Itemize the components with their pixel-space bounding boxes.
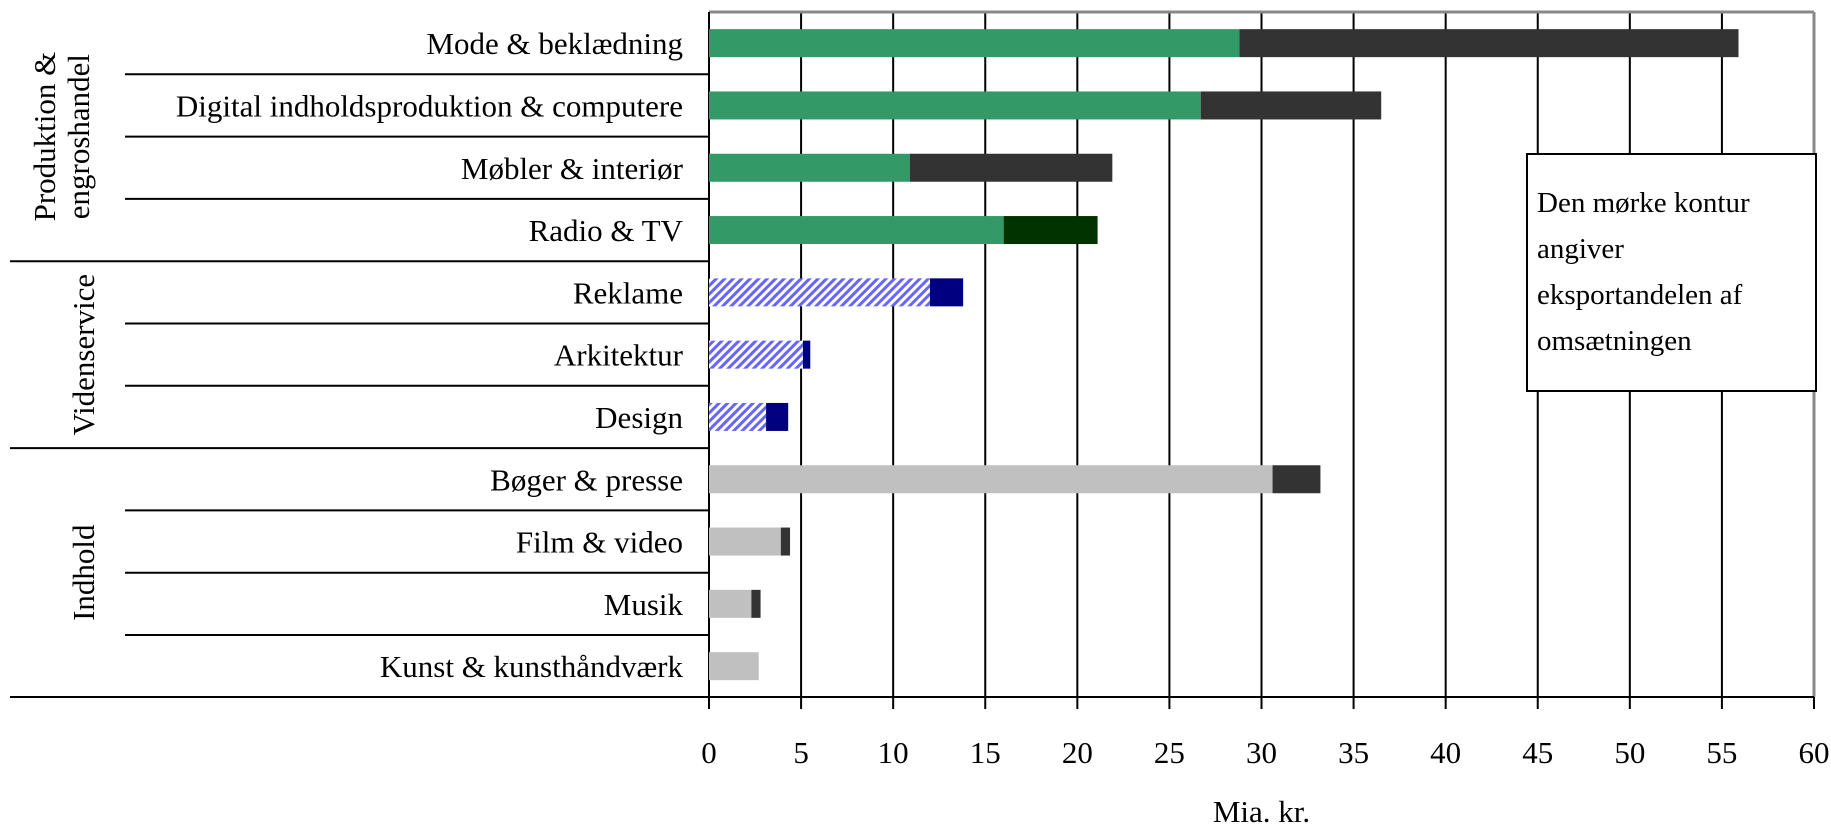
- x-tick-label-30: 30: [1246, 735, 1277, 770]
- annotation-note-text: Den mørke kontur angiver eksportandelen af…: [1537, 187, 1750, 357]
- bar-export-radio-and-tv: [1003, 216, 1098, 245]
- category-label-kunst-and-kunsthandvaerk: Kunst & kunsthåndværk: [380, 649, 684, 684]
- category-labels: Mode & beklædning Digital indholdsprodukt…: [176, 26, 684, 684]
- x-tick-label-60: 60: [1799, 735, 1830, 770]
- x-tick-label-45: 45: [1522, 735, 1553, 770]
- category-label-reklame: Reklame: [573, 275, 683, 310]
- bar-domestic-reklame: [709, 278, 930, 307]
- bar-export-mode-and-beklaedning: [1239, 29, 1739, 58]
- x-tick-label-55: 55: [1706, 735, 1737, 770]
- bar-domestic-kunst-and-kunsthandvaerk: [709, 652, 759, 681]
- bar-export-film-and-video: [780, 527, 791, 556]
- category-label-digital-indholdsproduktion-and-computere: Digital indholdsproduktion & computere: [176, 88, 683, 123]
- bar-export-boger-and-presse: [1272, 465, 1321, 494]
- category-label-film-and-video: Film & video: [516, 525, 683, 560]
- category-label-boger-and-presse: Bøger & presse: [490, 462, 683, 497]
- x-tick-label-15: 15: [970, 735, 1001, 770]
- bar-domestic-mode-and-beklaedning: [709, 29, 1240, 58]
- bar-export-musik: [751, 589, 761, 618]
- group-label-indhold: Indhold: [66, 524, 101, 621]
- bar-domestic-design: [709, 402, 767, 431]
- bar-export-arkitektur: [802, 340, 811, 369]
- x-tick-label-25: 25: [1154, 735, 1185, 770]
- category-label-musik: Musik: [604, 587, 684, 622]
- category-label-mobler-and-interior: Møbler & interiør: [461, 151, 684, 186]
- group-label-produktion-and-engroshandel: Produktion &engroshandel: [27, 52, 96, 222]
- bar-domestic-arkitektur: [709, 340, 803, 369]
- category-label-arkitektur: Arkitektur: [554, 338, 684, 373]
- category-label-mode-and-beklaedning: Mode & beklædning: [426, 26, 683, 61]
- bar-series: [709, 29, 1739, 681]
- bar-domestic-musik: [709, 589, 752, 618]
- x-tick-label-20: 20: [1062, 735, 1093, 770]
- row-separators: [10, 73, 709, 636]
- x-tick-label-0: 0: [701, 735, 717, 770]
- x-tick-label-35: 35: [1338, 735, 1369, 770]
- x-tick-label-5: 5: [793, 735, 809, 770]
- bar-export-mobler-and-interior: [909, 153, 1113, 182]
- bar-export-design: [766, 402, 789, 431]
- x-tick-label-50: 50: [1614, 735, 1645, 770]
- x-tick-label-10: 10: [878, 735, 909, 770]
- bar-domestic-radio-and-tv: [709, 216, 1004, 245]
- bar-domestic-mobler-and-interior: [709, 153, 910, 182]
- group-label-videnservice: Videnservice: [66, 274, 101, 436]
- annotation-note-box: [1526, 153, 1817, 392]
- category-label-radio-and-tv: Radio & TV: [529, 213, 684, 248]
- category-label-design: Design: [595, 400, 683, 435]
- bar-domestic-film-and-video: [709, 527, 781, 556]
- x-tick-label-40: 40: [1430, 735, 1461, 770]
- bar-export-digital-indholdsproduktion-and-computere: [1200, 91, 1382, 120]
- bar-domestic-digital-indholdsproduktion-and-computere: [709, 91, 1201, 120]
- annotation-note: Den mørke kontur angiver eksportandelen af…: [1526, 153, 1817, 392]
- x-tick-labels: 0 5 10 15 20 25 30 35 40 45 50 55 60: [701, 735, 1829, 770]
- bar-export-reklame: [930, 278, 964, 307]
- x-axis-title: Mia. kr.: [1213, 794, 1310, 828]
- group-labels: Produktion &engroshandel Videnservice Indh…: [27, 52, 101, 621]
- bar-domestic-boger-and-presse: [709, 465, 1273, 494]
